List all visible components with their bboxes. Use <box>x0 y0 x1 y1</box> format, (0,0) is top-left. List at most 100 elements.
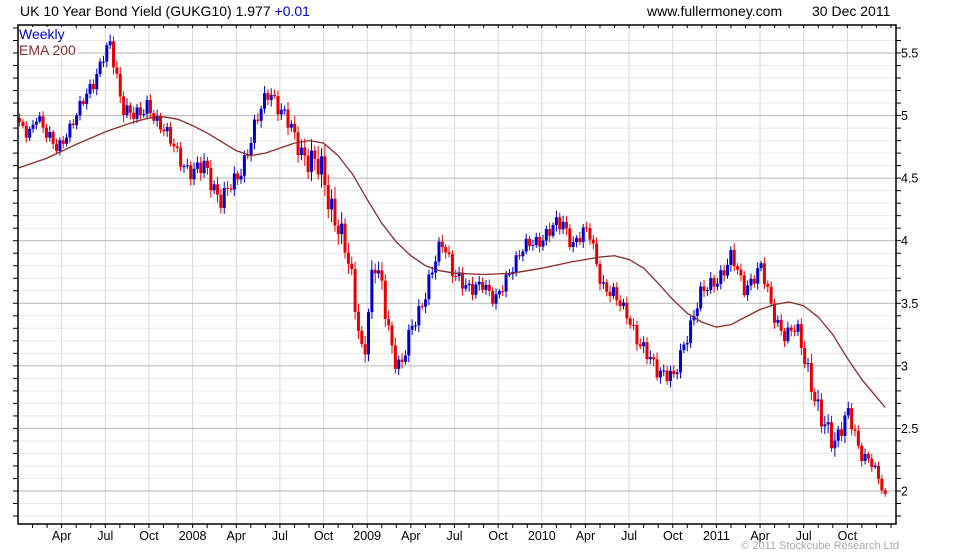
candle-body <box>712 278 716 287</box>
candle-body <box>440 241 444 248</box>
candle-body <box>360 330 364 345</box>
candle-body <box>135 107 139 119</box>
candle-body <box>48 131 52 138</box>
candle-body <box>397 359 401 369</box>
candle-body <box>444 247 448 253</box>
candle-body <box>309 150 313 172</box>
x-axis-label: Apr <box>576 529 595 543</box>
candle-body <box>494 294 498 304</box>
candle-body <box>38 116 42 122</box>
candle-body <box>400 359 404 362</box>
candle-body <box>273 94 277 97</box>
candle-body <box>880 478 884 491</box>
candle-body <box>95 74 99 90</box>
candle-body <box>370 269 374 313</box>
candle-body <box>417 306 421 326</box>
candle-body <box>766 283 770 287</box>
candle-body <box>232 173 236 190</box>
x-axis-label: 2011 <box>703 529 730 543</box>
candle-body <box>286 109 290 128</box>
candle-body <box>759 263 763 269</box>
candle-body <box>615 287 619 301</box>
candle-body <box>648 357 652 360</box>
candle-body <box>172 143 176 147</box>
candle-body <box>652 357 656 360</box>
candle-body <box>199 162 203 174</box>
candle-body <box>18 118 22 122</box>
candle-body <box>85 93 89 105</box>
candle-body <box>682 344 686 351</box>
candle-body <box>252 119 256 144</box>
candle-body <box>571 242 575 247</box>
candle-body <box>346 252 350 264</box>
candle-body <box>249 143 253 156</box>
chart-title: UK 10 Year Bond Yield (GUKG10) 1.977 +0.… <box>20 3 310 19</box>
candle-body <box>645 342 649 360</box>
candle-body <box>796 324 800 332</box>
candle-body <box>31 124 35 129</box>
candle-body <box>259 108 263 121</box>
candle-body <box>732 249 736 267</box>
candle-body <box>427 274 431 300</box>
candle-body <box>595 243 599 265</box>
candle-body <box>856 430 860 446</box>
candle-body <box>169 127 173 144</box>
x-axis-label: Jul <box>272 529 288 543</box>
candle-body <box>424 299 428 307</box>
candle-body <box>672 370 676 375</box>
candle-body <box>605 282 609 292</box>
candle-body <box>843 415 847 436</box>
candle-body <box>813 391 817 402</box>
candle-body <box>155 115 159 121</box>
candle-body <box>588 228 592 240</box>
axis-labels-layer: 5.5 5 4.5 4 3.5 3 2.5 2 Apr Jul Oct 2008 Apr Jul Oct 20… <box>52 47 919 544</box>
x-axis-label: Jul <box>97 529 113 543</box>
candle-body <box>24 125 28 138</box>
candle-body <box>504 274 508 292</box>
candle-body <box>447 252 451 255</box>
candle-body <box>662 370 666 372</box>
candle-body <box>205 160 209 168</box>
x-axis-label: Jul <box>796 529 812 543</box>
candle-body <box>789 327 793 331</box>
candle-body <box>34 121 38 125</box>
candle-body <box>323 156 327 186</box>
copyright-notice: © 2011 Stockcube Research Ltd <box>741 540 899 552</box>
candle-body <box>420 306 424 308</box>
candle-body <box>876 465 880 479</box>
candle-body <box>393 345 397 369</box>
candle-body <box>611 287 615 296</box>
candle-body <box>695 308 699 316</box>
candle-body <box>212 184 216 191</box>
candle-body <box>413 325 417 327</box>
candle-body <box>283 109 287 111</box>
candle-body <box>779 319 783 331</box>
date-label: 30 Dec 2011 <box>812 3 891 19</box>
candle-body <box>246 155 250 157</box>
y-axis-label: 3 <box>901 359 908 373</box>
candle-body <box>457 272 461 277</box>
y-axis-label: 3.5 <box>901 297 918 311</box>
candle-body <box>806 363 810 365</box>
candle-body <box>71 123 75 126</box>
candle-body <box>826 422 830 425</box>
candle-body <box>491 290 495 304</box>
candle-body <box>830 422 834 449</box>
candle-body <box>850 408 854 430</box>
candle-body <box>544 229 548 241</box>
candle-body <box>363 344 367 355</box>
candle-body <box>799 324 803 349</box>
candle-body <box>460 272 464 289</box>
candle-body <box>809 363 813 392</box>
candle-body <box>474 284 478 295</box>
candle-body <box>437 241 441 262</box>
candle-body <box>138 107 142 115</box>
candle-body <box>578 237 582 243</box>
candle-body <box>81 101 85 105</box>
legend-timeframe: Weekly <box>19 26 67 42</box>
candles-layer <box>18 34 887 497</box>
candle-body <box>276 96 280 115</box>
candle-body <box>78 101 82 116</box>
candle-body <box>846 408 850 416</box>
